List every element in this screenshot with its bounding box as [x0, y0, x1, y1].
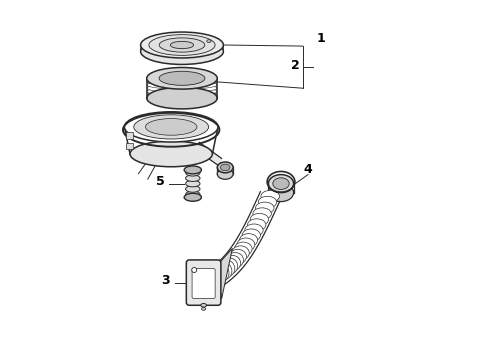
Ellipse shape — [186, 186, 200, 192]
Ellipse shape — [147, 87, 217, 109]
Ellipse shape — [184, 166, 201, 174]
Ellipse shape — [207, 40, 211, 42]
FancyBboxPatch shape — [186, 260, 221, 305]
Ellipse shape — [256, 202, 274, 214]
Text: 2: 2 — [291, 59, 300, 72]
Ellipse shape — [209, 269, 223, 286]
Ellipse shape — [229, 249, 246, 264]
Ellipse shape — [147, 87, 217, 96]
Ellipse shape — [214, 265, 229, 282]
Ellipse shape — [269, 184, 294, 202]
Ellipse shape — [147, 81, 217, 89]
Ellipse shape — [245, 224, 263, 236]
Ellipse shape — [227, 252, 244, 267]
Ellipse shape — [201, 303, 206, 307]
Polygon shape — [216, 248, 232, 299]
Ellipse shape — [253, 208, 271, 220]
Ellipse shape — [186, 170, 200, 176]
Ellipse shape — [201, 307, 206, 310]
Ellipse shape — [258, 196, 277, 208]
Ellipse shape — [124, 112, 218, 142]
Ellipse shape — [141, 32, 223, 58]
Ellipse shape — [141, 39, 223, 64]
Ellipse shape — [219, 260, 235, 277]
Ellipse shape — [212, 266, 226, 284]
Ellipse shape — [217, 162, 233, 173]
Bar — [126, 143, 133, 149]
Ellipse shape — [234, 242, 252, 256]
Ellipse shape — [134, 115, 209, 139]
Ellipse shape — [147, 74, 217, 82]
Ellipse shape — [207, 270, 220, 288]
Ellipse shape — [221, 258, 238, 274]
Ellipse shape — [192, 267, 197, 273]
Ellipse shape — [159, 38, 205, 52]
Ellipse shape — [232, 246, 249, 260]
Text: 5: 5 — [156, 175, 165, 188]
Ellipse shape — [186, 180, 200, 187]
Ellipse shape — [220, 164, 230, 171]
Ellipse shape — [269, 175, 294, 193]
Ellipse shape — [186, 175, 200, 181]
Ellipse shape — [146, 118, 197, 135]
Ellipse shape — [224, 255, 241, 271]
Text: 1: 1 — [317, 32, 326, 45]
Text: 4: 4 — [304, 163, 313, 176]
Ellipse shape — [147, 94, 217, 102]
Ellipse shape — [237, 238, 255, 251]
Text: 3: 3 — [162, 274, 170, 287]
Ellipse shape — [147, 68, 217, 89]
Ellipse shape — [273, 178, 289, 189]
FancyBboxPatch shape — [192, 269, 215, 298]
Ellipse shape — [184, 193, 201, 201]
Ellipse shape — [159, 71, 205, 85]
Ellipse shape — [204, 272, 218, 290]
Ellipse shape — [186, 191, 200, 198]
Ellipse shape — [147, 77, 217, 86]
Ellipse shape — [247, 219, 266, 231]
Ellipse shape — [147, 90, 217, 99]
Ellipse shape — [217, 262, 232, 279]
Ellipse shape — [250, 213, 269, 225]
Polygon shape — [199, 142, 221, 168]
Ellipse shape — [130, 141, 212, 167]
Ellipse shape — [149, 35, 215, 55]
Ellipse shape — [217, 168, 233, 179]
Ellipse shape — [147, 84, 217, 93]
Ellipse shape — [171, 41, 194, 49]
Ellipse shape — [242, 229, 260, 242]
Ellipse shape — [240, 234, 258, 247]
Ellipse shape — [261, 190, 279, 202]
Bar — [126, 132, 133, 139]
